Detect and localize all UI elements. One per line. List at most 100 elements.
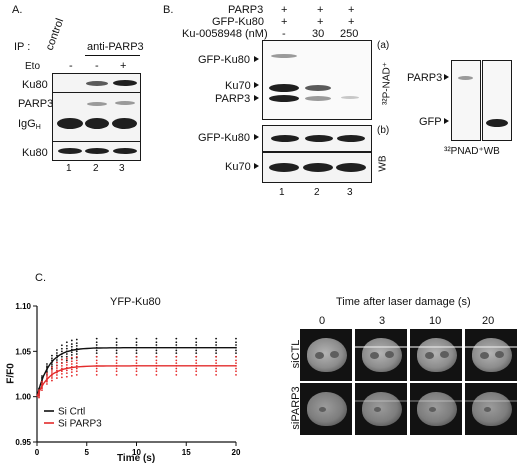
b-arrow-gfpku80-b	[254, 134, 259, 140]
point-0-11-2	[135, 349, 138, 352]
point-0-5-4	[60, 350, 63, 353]
point-0-8-6	[75, 338, 78, 341]
point-0-4-6	[56, 349, 58, 351]
b-row-gfpku80-v1: +	[281, 16, 288, 28]
point-1-12-4	[155, 362, 158, 365]
point-1-5-4	[60, 365, 63, 367]
point-1-12-5	[155, 359, 158, 362]
point-1-5-6	[60, 358, 63, 361]
chart-ylabel: F/F0	[5, 363, 17, 384]
point-1-4-0	[56, 377, 58, 379]
point-0-3-6	[51, 354, 53, 357]
point-0-9-2	[95, 349, 98, 352]
y-tick-label-2: 1.05	[15, 347, 31, 356]
point-0-7-6	[70, 339, 73, 342]
legend-label-0: Si Crtl	[58, 407, 85, 418]
point-1-3-6	[51, 366, 53, 369]
point-0-6-1	[65, 355, 68, 358]
point-1-10-6	[115, 355, 118, 358]
b-right-blot-wb	[482, 60, 512, 141]
a-band-label-igg: IgGH	[18, 118, 41, 132]
point-1-5-5	[60, 362, 63, 365]
b-arrow-ku70-b	[254, 163, 259, 169]
point-1-16-5	[235, 359, 237, 362]
point-0-3-1	[51, 365, 53, 368]
point-1-4-4	[56, 367, 58, 369]
point-1-13-2	[175, 367, 178, 370]
b-band-parp3-a: PARP3	[215, 93, 251, 105]
panel-a-label: A.	[12, 4, 23, 16]
point-1-13-5	[175, 359, 178, 362]
point-1-12-2	[155, 367, 158, 370]
point-0-9-1	[95, 352, 98, 355]
fit-line-1	[36, 365, 236, 397]
point-0-11-4	[135, 344, 138, 346]
point-0-4-4	[56, 354, 58, 357]
micro-time-10: 10	[429, 315, 442, 327]
point-1-4-5	[56, 364, 58, 367]
point-0-14-5	[195, 341, 198, 344]
point-0-9-4	[95, 344, 98, 346]
point-1-14-6	[195, 355, 198, 358]
point-0-7-5	[70, 343, 73, 345]
micro-siparp3-10	[410, 383, 462, 435]
point-1-7-6	[70, 356, 73, 359]
point-1-6-2	[65, 369, 68, 372]
point-1-8-2	[75, 367, 78, 370]
point-1-2-1	[46, 380, 48, 383]
point-0-9-6	[95, 337, 98, 340]
point-0-13-1	[175, 352, 178, 355]
point-1-15-4	[215, 362, 218, 365]
point-1-1-6	[41, 380, 43, 383]
point-1-5-0	[60, 376, 63, 379]
micro-time-3: 3	[379, 315, 386, 327]
point-0-7-1	[70, 354, 73, 356]
igg-text: IgG	[18, 118, 36, 130]
point-1-3-5	[51, 369, 53, 371]
point-0-3-2	[51, 363, 53, 366]
b-row-parp3-name: PARP3	[228, 4, 264, 16]
anti-parp3-label: anti-PARP3	[87, 41, 144, 53]
point-0-8-4	[75, 344, 78, 347]
point-0-11-1	[135, 352, 138, 355]
micro-sictl-10	[410, 329, 462, 381]
point-1-16-6	[235, 355, 237, 358]
b-lane-3: 3	[347, 187, 353, 198]
micro-siparp3-0	[300, 383, 352, 435]
point-0-11-6	[135, 337, 138, 340]
point-0-6-4	[65, 347, 68, 350]
y-tick-label-3: 1.10	[15, 302, 31, 311]
point-0-6-2	[65, 353, 68, 355]
a-lane-3: 3	[119, 163, 125, 174]
point-1-8-0	[75, 374, 78, 376]
point-1-13-6	[175, 355, 178, 358]
a-blot-parp3-igg	[52, 92, 141, 142]
eto-sign-1: -	[69, 60, 73, 72]
y-tick-label-1: 1.00	[15, 393, 31, 402]
b-arrow-ku70-a	[254, 82, 259, 88]
point-1-14-0	[195, 374, 198, 376]
point-1-3-0	[51, 379, 53, 382]
point-1-10-4	[115, 362, 118, 365]
point-0-2-6	[46, 363, 48, 365]
point-0-11-5	[135, 341, 138, 344]
eto-label: Eto	[25, 61, 41, 72]
b-right-caption: ³²PNAD⁺WB	[444, 146, 500, 157]
point-0-10-5	[115, 341, 118, 344]
point-1-10-1	[115, 370, 118, 373]
b-band-ku70-b: Ku70	[225, 161, 251, 173]
point-1-0-0	[38, 396, 40, 399]
point-0-4-2	[56, 359, 58, 361]
b-right-blot-nad	[451, 60, 481, 141]
point-0-14-2	[195, 349, 198, 352]
b-lane-2: 2	[314, 187, 320, 198]
point-0-15-2	[215, 349, 218, 352]
point-1-8-1	[75, 370, 78, 373]
micro-siparp3-3	[355, 383, 407, 435]
point-1-9-4	[95, 362, 98, 365]
a-lane-2: 2	[93, 163, 99, 174]
point-1-9-2	[95, 367, 98, 370]
point-0-16-1	[235, 352, 237, 355]
b-lane-1: 1	[279, 187, 285, 198]
point-1-9-5	[95, 359, 98, 362]
